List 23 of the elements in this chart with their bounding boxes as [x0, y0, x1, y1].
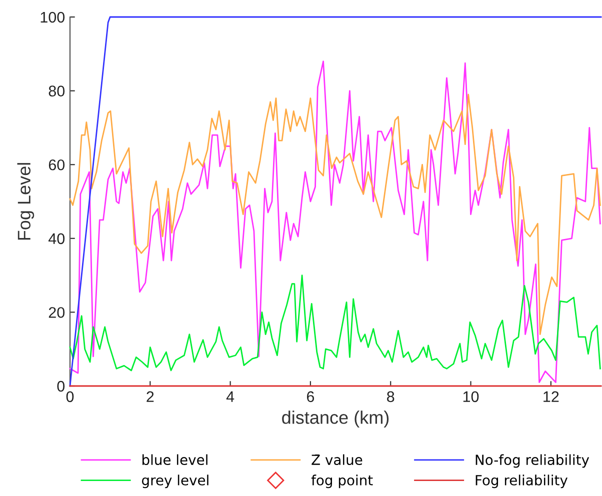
legend-label: No-fog reliability	[476, 454, 590, 468]
y-tick-label: 80	[48, 86, 65, 96]
legend-label: Fog reliability	[476, 474, 568, 488]
legend-label: grey level	[142, 474, 208, 488]
y-tick-label: 100	[40, 12, 65, 23]
x-tick-label: 4	[226, 391, 234, 402]
x-tick-label: 8	[387, 391, 394, 402]
line-series	[69, 94, 601, 336]
x-tick-label: 0	[66, 391, 74, 402]
legend-label: Z̄ value	[312, 454, 362, 466]
x-tick-label: 12	[544, 391, 559, 402]
x-tick-label: 6	[306, 391, 314, 402]
y-tick-label: 0	[57, 380, 65, 392]
legend-label: fog point	[311, 474, 373, 488]
y-tick-label: 20	[48, 307, 65, 318]
y-axis-title: Fog Level	[17, 163, 34, 240]
x-axis-title: distance (km)	[282, 410, 389, 428]
line-series	[69, 274, 601, 372]
y-tick-label: 40	[48, 233, 65, 244]
x-tick-label: 10	[463, 391, 479, 402]
x-tick-label: 2	[146, 391, 154, 402]
legend-label: blue level	[142, 454, 208, 466]
y-tick-label: 60	[48, 159, 65, 170]
